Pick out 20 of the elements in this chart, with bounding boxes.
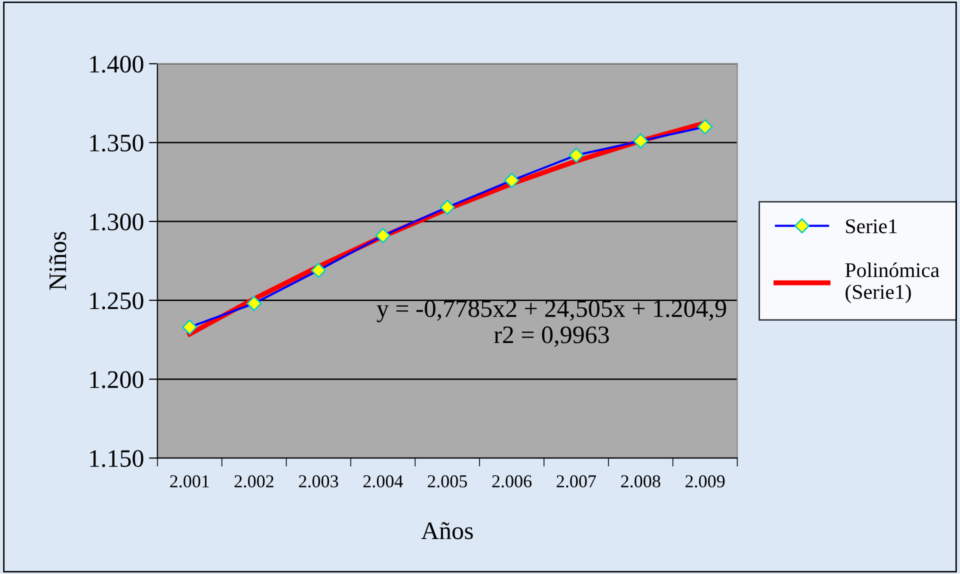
x-tick-label: 2.001: [170, 475, 209, 488]
y-tick-label: 1.250: [90, 292, 144, 310]
x-tick-label: 2.009: [686, 475, 725, 488]
y-tick-label: 1.300: [90, 214, 144, 230]
x-tick-label: 2.007: [556, 475, 596, 488]
annotation: r2 = 0,9963: [494, 326, 609, 347]
x-tick-label: 2.003: [298, 475, 338, 488]
x-tick-label: 2.008: [621, 475, 660, 488]
y-tick-label: 1.150: [90, 450, 144, 468]
x-tick-label: 2.004: [363, 475, 403, 488]
legend-label: Polinómica (Serie1): [845, 262, 940, 304]
x-tick-label: 2.002: [234, 475, 274, 488]
x-tick-label: 2.006: [492, 475, 532, 488]
x-tick-label: 2.005: [428, 475, 467, 488]
y-tick-label: 1.400: [90, 56, 144, 73]
y-axis-title: Niños: [49, 232, 66, 290]
x-axis-title: Años: [421, 522, 473, 540]
y-tick-label: 1.200: [90, 371, 144, 388]
y-tick-label: 1.350: [90, 134, 144, 152]
legend-label: Serie1: [846, 219, 897, 234]
